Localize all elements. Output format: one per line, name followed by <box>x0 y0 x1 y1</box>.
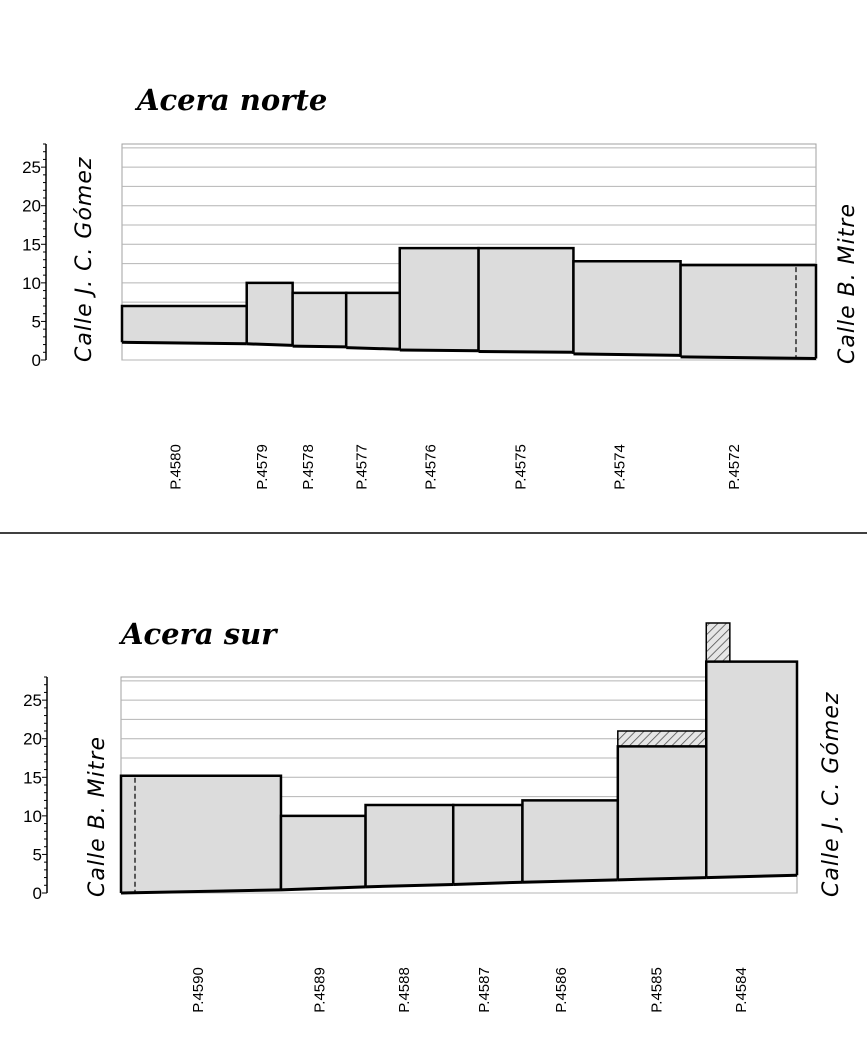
ground-line <box>120 888 281 895</box>
bar-P.4585 <box>617 746 707 880</box>
y-tick-label: 0 <box>32 351 41 370</box>
y-tick-label: 20 <box>23 730 42 749</box>
ground-line <box>478 350 574 354</box>
chart-title: Acera norte <box>134 83 327 117</box>
ground-line <box>680 355 817 360</box>
bar-P.4587 <box>453 805 523 885</box>
lot-label: P.4579 <box>254 444 271 490</box>
lot-label: P.4572 <box>726 444 743 490</box>
chart-title: Acera sur <box>118 617 279 651</box>
ground-line <box>346 346 400 351</box>
bar-outline <box>705 660 799 878</box>
bars <box>120 246 818 360</box>
y-tick-label: 25 <box>23 691 42 710</box>
lot-labels: P.4580 P.4579 P.4578 P.4577 P.4576 P.4575 P.45… <box>168 444 744 490</box>
bar-P.4590 <box>121 775 281 893</box>
bar-P.4575 <box>478 248 574 353</box>
y-tick-label: 20 <box>22 197 41 216</box>
ground-line <box>292 344 347 349</box>
bar-P.4579 <box>246 282 293 346</box>
ground-line <box>522 878 618 884</box>
chart-acera-norte: Acera norte 0 5 10 15 20 25 P.4580 P.4579 P.457… <box>22 83 860 490</box>
lot-label: P.4585 <box>648 967 665 1013</box>
lot-label: P.4587 <box>476 967 493 1013</box>
ground-line <box>399 348 479 353</box>
lot-label: P.4590 <box>190 967 207 1013</box>
bar-P.4589 <box>280 815 366 890</box>
ground-line <box>280 885 366 892</box>
y-tick-label: 25 <box>22 158 41 177</box>
ground-line <box>246 342 293 347</box>
hatched-volume <box>705 622 731 663</box>
bar-P.4580 <box>122 306 247 344</box>
right-street-label: Calle B. Mitre <box>835 203 860 364</box>
y-tick-label: 15 <box>22 235 41 254</box>
y-tick-label: 5 <box>32 312 41 331</box>
bar-P.4572 <box>680 265 816 359</box>
lot-label: P.4577 <box>353 444 370 490</box>
lot-label: P.4574 <box>611 444 628 490</box>
y-axis: 0 5 10 15 20 25 <box>23 676 48 903</box>
ground-line <box>365 883 454 889</box>
y-tick-label: 15 <box>23 768 42 787</box>
ground-line <box>706 873 798 880</box>
y-tick-label: 5 <box>33 845 42 864</box>
lot-labels: P.4590 P.4589 P.4588 P.4587 P.4586 P.4585 P.45… <box>190 967 750 1013</box>
bar-P.4578 <box>292 292 347 347</box>
lot-label: P.4589 <box>311 967 328 1013</box>
ground-line <box>453 880 523 887</box>
bars <box>119 622 799 895</box>
ground-line <box>573 352 681 357</box>
bar-P.4576 <box>399 248 479 351</box>
bar-P.4577 <box>346 292 400 350</box>
y-tick-label: 10 <box>23 807 42 826</box>
hatched-volume <box>617 730 708 748</box>
y-tick-label: 0 <box>33 884 42 903</box>
lot-label: P.4578 <box>300 444 317 490</box>
lot-label: P.4588 <box>396 967 413 1013</box>
left-street-label: Calle J. C. Gómez <box>72 157 97 362</box>
lot-label: P.4586 <box>553 967 570 1013</box>
lot-label: P.4584 <box>733 967 750 1013</box>
bar-P.4588 <box>365 805 454 887</box>
bar-P.4574 <box>573 261 681 356</box>
lot-label: P.4575 <box>513 444 530 490</box>
right-street-label: Calle J. C. Gómez <box>819 692 844 897</box>
lot-label: P.4580 <box>168 444 185 490</box>
bar-P.4586 <box>522 800 618 883</box>
bar-outline <box>679 263 818 359</box>
bar-P.4584 <box>706 661 797 878</box>
ground-line <box>617 876 707 882</box>
left-street-label: Calle B. Mitre <box>85 736 110 897</box>
y-axis: 0 5 10 15 20 25 <box>22 143 47 370</box>
ground-line <box>121 340 247 346</box>
y-tick-label: 10 <box>22 274 41 293</box>
lot-label: P.4576 <box>422 444 439 490</box>
